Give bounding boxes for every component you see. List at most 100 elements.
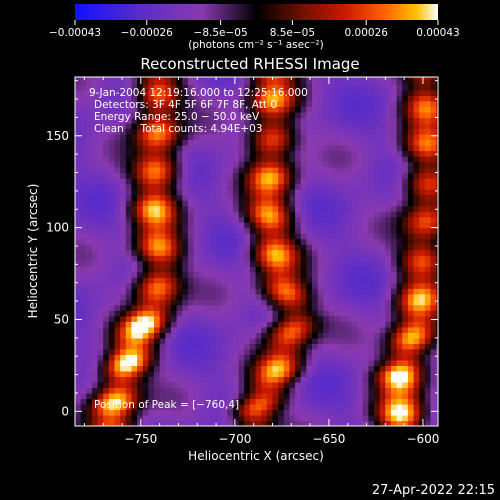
heatmap-cell: [362, 293, 370, 300]
heatmap-cell: [86, 111, 93, 119]
heatmap-cell: [199, 260, 206, 267]
heatmap-cell: [311, 205, 319, 212]
heatmap-cell: [170, 403, 178, 411]
heatmap-cell: [199, 249, 206, 256]
heatmap-cell: [80, 381, 87, 389]
heatmap-cell: [419, 222, 426, 229]
heatmap-cell: [317, 249, 324, 256]
heatmap-cell: [402, 155, 409, 163]
heatmap-cell: [436, 161, 438, 168]
heatmap-cell: [385, 216, 392, 223]
heatmap-cell: [424, 139, 432, 146]
heatmap-cell: [165, 194, 172, 201]
heatmap-cell: [199, 89, 206, 96]
heatmap-cell: [328, 100, 336, 107]
heatmap-cell: [91, 315, 99, 322]
heatmap-cell: [221, 95, 228, 102]
heatmap-cell: [351, 238, 358, 245]
heatmap-cell: [266, 354, 274, 361]
heatmap-cell: [323, 260, 330, 267]
heatmap-cell: [216, 238, 223, 245]
heatmap-cell: [283, 387, 291, 394]
heatmap-cell: [187, 359, 195, 366]
heatmap-cell: [187, 150, 195, 157]
heatmap-cell: [86, 133, 93, 141]
heatmap-cell: [289, 271, 296, 278]
heatmap-cell: [125, 122, 133, 130]
heatmap-cell: [317, 420, 324, 426]
heatmap-cell: [86, 122, 93, 130]
heatmap-cell: [266, 95, 274, 102]
heatmap-cell: [221, 392, 228, 400]
heatmap-cell: [402, 310, 409, 317]
heatmap-cell: [306, 282, 313, 289]
heatmap-cell: [103, 348, 110, 355]
heatmap-cell: [244, 183, 251, 190]
heatmap-cell: [351, 178, 358, 185]
heatmap-cell: [108, 222, 116, 229]
heatmap-cell: [103, 326, 110, 333]
heatmap-cell: [170, 178, 178, 185]
heatmap-cell: [249, 172, 257, 179]
heatmap-cell: [148, 77, 155, 80]
heatmap-cell: [131, 233, 138, 240]
heatmap-cell: [210, 414, 217, 422]
heatmap-cell: [362, 139, 370, 146]
heatmap-cell: [283, 144, 291, 152]
heatmap-cell: [125, 133, 133, 141]
heatmap-cell: [385, 77, 392, 80]
heatmap-cell: [300, 310, 307, 317]
colorbar-ticks: −0.00043 −0.00026 −8.5e−05 8.5e−05 0.00026 0.…: [49, 20, 460, 39]
heatmap-cell: [75, 200, 82, 207]
heatmap-cell: [317, 111, 324, 119]
heatmap-cell: [165, 200, 172, 207]
heatmap-cell: [187, 299, 195, 306]
heatmap-cell: [407, 139, 415, 146]
heatmap-cell: [334, 414, 341, 422]
heatmap-cell: [244, 293, 251, 300]
heatmap-cell: [204, 211, 212, 218]
heatmap-cell: [283, 238, 291, 245]
heatmap-cell: [430, 376, 437, 383]
heatmap-cell: [125, 392, 133, 400]
heatmap-cell: [244, 133, 251, 141]
heatmap-cell: [345, 343, 353, 350]
heatmap-cell: [272, 310, 279, 317]
heatmap-cell: [362, 315, 370, 322]
heatmap-cell: [216, 128, 223, 135]
heatmap-cell: [137, 211, 144, 218]
heatmap-cell: [187, 315, 195, 322]
heatmap-cell: [261, 178, 268, 185]
heatmap-cell: [97, 133, 104, 141]
heatmap-cell: [170, 293, 178, 300]
heatmap-cell: [232, 304, 240, 311]
heatmap-cell: [227, 293, 234, 300]
heatmap-cell: [120, 150, 127, 157]
heatmap-cell: [170, 365, 178, 372]
heatmap-cell: [125, 310, 133, 317]
heatmap-cell: [131, 100, 138, 107]
heatmap-cell: [249, 293, 257, 300]
heatmap-cell: [114, 167, 121, 174]
heatmap-cell: [368, 244, 375, 251]
heatmap-cell: [385, 111, 392, 119]
heatmap-cell: [300, 238, 307, 245]
heatmap-cell: [165, 403, 172, 411]
heatmap-cell: [221, 139, 228, 146]
heatmap-cell: [419, 376, 426, 383]
heatmap-cell: [351, 376, 358, 383]
heatmap-cell: [413, 150, 420, 157]
heatmap-cell: [385, 227, 392, 234]
heatmap-cell: [390, 381, 398, 389]
heatmap-cell: [272, 260, 279, 267]
heatmap-cell: [221, 337, 228, 344]
heatmap-cell: [91, 200, 99, 207]
heatmap-cell: [379, 84, 386, 91]
heatmap-cell: [374, 106, 381, 113]
heatmap-cell: [407, 288, 415, 295]
heatmap-cell: [407, 222, 415, 229]
heatmap-cell: [125, 365, 133, 372]
heatmap-cell: [407, 161, 415, 168]
heatmap-cell: [193, 414, 200, 422]
heatmap-cell: [91, 155, 99, 163]
